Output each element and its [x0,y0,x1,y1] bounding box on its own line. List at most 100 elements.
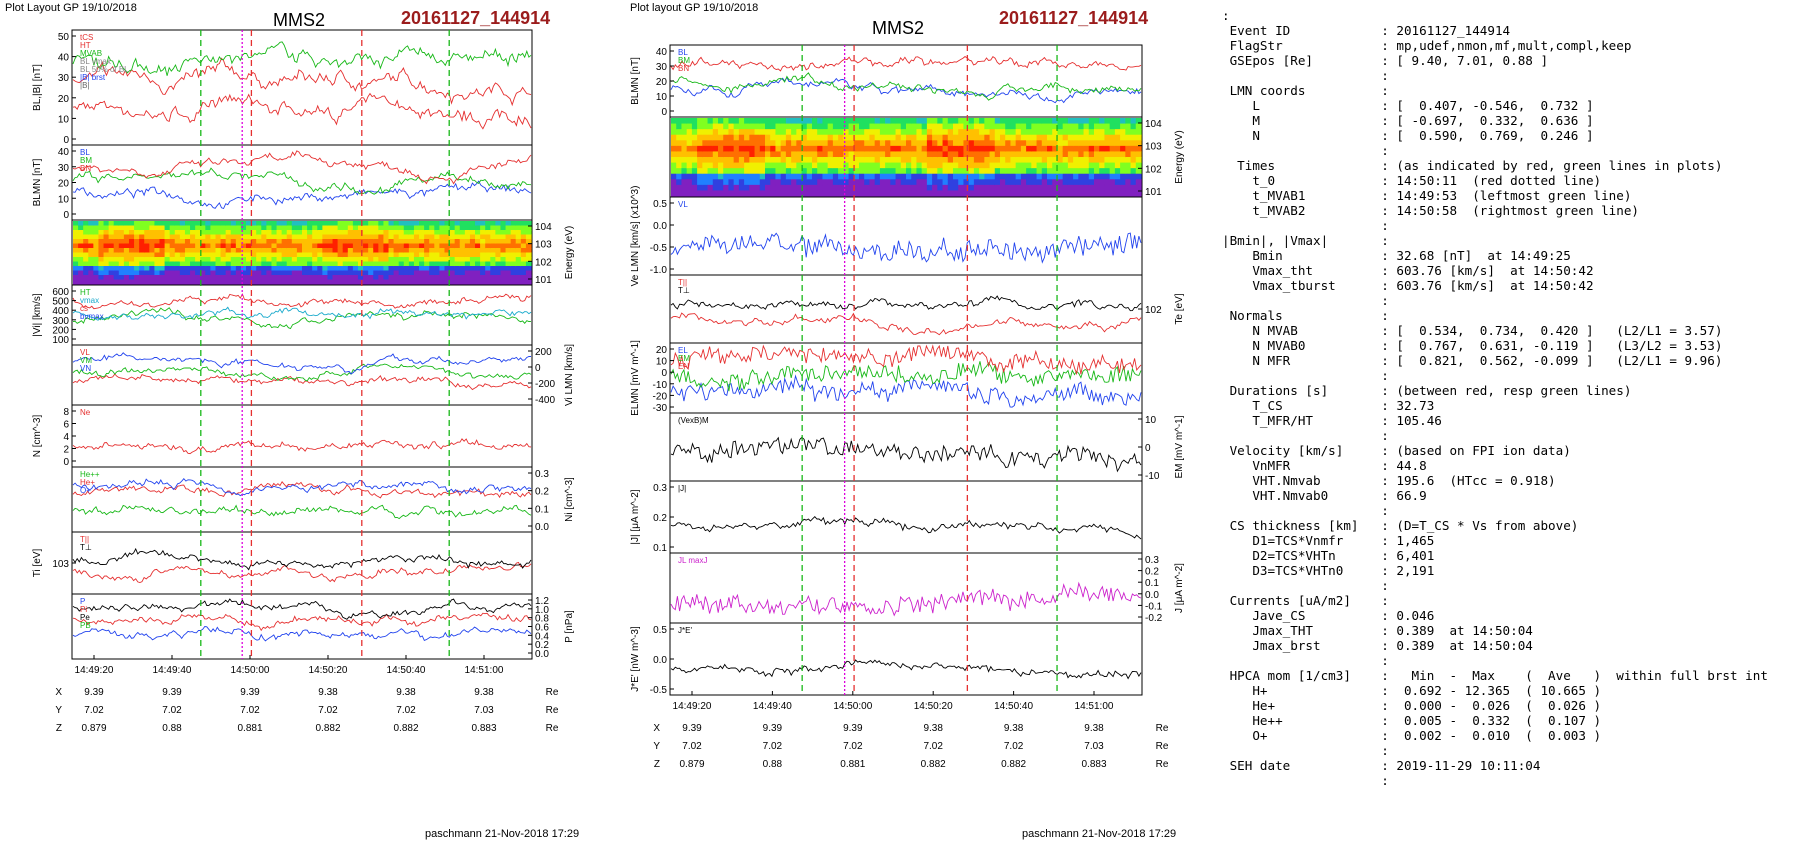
summary-line: N MFR : [ 0.821, 0.562, -0.099 ] (L2/L1 … [1222,353,1723,368]
right-e-spec-cell [817,179,824,186]
right-e-spec-cell [859,151,865,158]
right-e-spec-cell [691,118,698,125]
right-e-spec-cell [926,179,933,186]
left-ion-spec-cell [515,248,522,254]
left-ion-spec-cell [317,243,323,249]
left-vi-mag-legend-3: bvmax [80,312,104,321]
left-ion-spec-cell [317,234,323,240]
right-e-spec-cell [1057,190,1064,197]
right-e-spec-cell [822,151,829,158]
right-e-spec-cell [953,173,959,180]
left-ion-spec-cell [510,257,517,263]
right-e-spec-cell [765,118,771,125]
right-e-spec-cell [953,118,959,125]
right-e-spec-cell [749,190,756,197]
right-ephem-y-label: Y [653,741,660,752]
left-ion-spec-cell [286,257,293,263]
right-e-spec-cell [1078,140,1085,147]
left-ion-spec-cell [78,234,84,240]
right-e-spec-cell [1088,157,1095,164]
right-e-spec-cell [932,129,938,136]
left-ion-spec-cell [322,257,329,263]
left-ion-spec-cell [128,230,135,236]
left-ion-spec-cell [256,221,262,227]
right-e-spec-cell [780,140,787,147]
right-e-spec-cell [728,134,735,141]
right-e-spec-cell [1073,134,1079,141]
left-ephem-y-label: Y [55,705,62,716]
left-ion-spec-cell [413,252,420,258]
right-j-lmn-series-0 [670,581,1142,617]
left-ion-spec-cell [266,243,273,249]
left-ion-spec-cell [83,270,89,276]
left-ion-spec-cell [246,225,252,231]
right-e-spec-cell [754,173,761,180]
left-ion-spec-cell [459,225,466,231]
right-e-spec-cell [1067,134,1074,141]
right-e-spec-cell [832,129,839,136]
right-ephem-value: 0.883 [1081,759,1106,770]
left-ion-spec-cell [230,275,237,281]
left-vi-mag-series-2 [72,293,532,310]
right-e-spec-cell [874,134,881,141]
left-ion-spec-cell [230,266,237,272]
left-ion-spec-cell [515,243,522,249]
right-e-spec-cell [749,129,756,136]
left-ion-spec-cell [266,230,273,236]
left-ion-spec-cell [286,275,293,281]
left-ion-spec-cell [352,230,359,236]
summary-line: D1=TCS*Vnmfr : 1,465 [1222,533,1435,548]
right-e-spec-cell [937,162,944,169]
right-e-spec-cell [1130,140,1137,147]
right-e-spec-cell [916,179,923,186]
right-e-spec-cell [1125,168,1132,175]
right-ephem-unit: Re [1156,741,1169,752]
left-ion-spec-cell [393,275,400,281]
left-ion-spec-cell [403,275,410,281]
left-ion-spec-cell [469,261,476,267]
left-ion-spec-cell [164,252,171,258]
right-e-spec-cell [754,118,761,125]
left-ion-spec-cell [357,270,364,276]
right-e-spec-cell [1104,129,1111,136]
right-e-spec-cell [979,173,985,180]
left-ion-spec-cell [520,270,527,276]
right-e-spec-cell [853,123,860,130]
left-ion-spec-cell [383,230,390,236]
right-e-spec-cell [1130,129,1137,136]
right-e-spec-cell [853,190,860,197]
right-em-ylabel: EM [mV m^-1] [1174,415,1185,478]
right-e-spec-cell [1078,157,1085,164]
left-ion-spec-cell [505,239,512,245]
right-e-spec-cell [1015,129,1022,136]
right-e-spec-cell [838,145,844,153]
right-ephem-z-label: Z [654,759,660,770]
left-ion-spec-cell [485,275,491,281]
right-e-spec-cell [686,179,693,186]
left-ion-spec-cell [230,225,237,231]
right-e-spec-cell [994,184,1001,192]
left-ion-spec-cell [464,239,471,245]
right-e-spec-cell [733,140,740,147]
left-ion-spec-cell [363,279,369,285]
left-ion-spec-cell [205,252,211,258]
left-ion-spec-cell [296,261,303,267]
right-e-spec-cell [911,190,918,197]
left-ion-spec-cell [398,266,405,272]
right-te-ytick-label: 102 [1145,305,1162,316]
right-e-spec-cell [744,168,750,175]
right-e-spec-cell [911,134,918,141]
right-e-spec-cell [1114,190,1121,197]
right-e-spec-cell [749,168,756,175]
right-e-spec-cell [874,173,881,180]
left-ion-spec-cell [302,248,308,254]
right-e-spec-cell [1114,157,1121,164]
right-e-spec-cell [702,134,709,141]
left-ion-spec-cell [454,230,461,236]
left-ion-spec-cell [73,270,79,276]
summary-line: : [1222,503,1389,518]
right-e-spec-cell [942,179,949,186]
left-ion-spec-cell [464,252,471,258]
right-e-spec-cell [864,140,871,147]
right-e-spec-cell [953,190,959,197]
